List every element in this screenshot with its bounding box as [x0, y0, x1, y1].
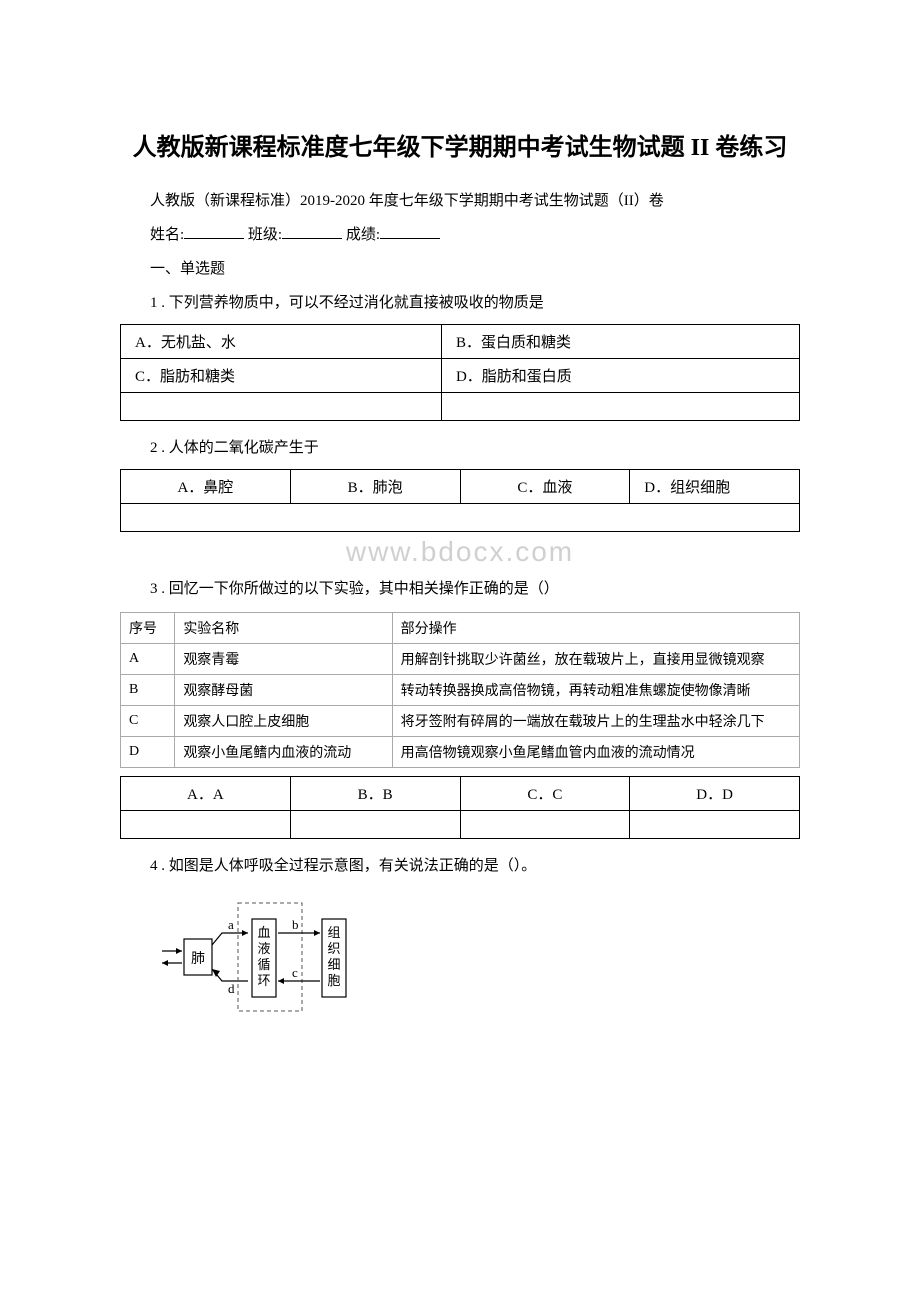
question-3-text: 3 . 回忆一下你所做过的以下实验，其中相关操作正确的是（）: [120, 574, 800, 604]
q1-option-c: C．脂肪和糖类: [121, 359, 442, 393]
question-3-experiment-table: 序号 实验名称 部分操作 A 观察青霉 用解剖针挑取少许菌丝，放在载玻片上，直接…: [120, 612, 800, 768]
svg-text:液: 液: [257, 941, 270, 956]
svg-text:血: 血: [257, 925, 270, 940]
student-info-line: 姓名: 班级: 成绩:: [120, 220, 800, 250]
diagram-label-b: b: [292, 917, 299, 932]
q3-empty-cell: [290, 811, 460, 839]
q3-row-seq: C: [121, 706, 175, 737]
name-label: 姓名:: [150, 227, 184, 243]
q3-row-name: 观察酵母菌: [175, 675, 392, 706]
score-label: 成绩:: [346, 227, 380, 243]
q3-header-seq: 序号: [121, 613, 175, 644]
question-4-text: 4 . 如图是人体呼吸全过程示意图，有关说法正确的是（）。: [120, 851, 800, 881]
q3-row-op: 用高倍物镜观察小鱼尾鳍血管内血液的流动情况: [392, 737, 799, 768]
q2-empty-cell: [121, 504, 800, 532]
q3-row-op: 将牙签附有碎屑的一端放在载玻片上的生理盐水中轻涂几下: [392, 706, 799, 737]
question-2-options: A．鼻腔 B．肺泡 C．血液 D．组织细胞: [120, 469, 800, 532]
table-row: A 观察青霉 用解剖针挑取少许菌丝，放在载玻片上，直接用显微镜观察: [121, 644, 800, 675]
svg-text:细: 细: [327, 957, 340, 972]
diagram-label-d: d: [228, 981, 235, 996]
q3-empty-cell: [121, 811, 291, 839]
class-label: 班级:: [248, 227, 282, 243]
table-row: C 观察人口腔上皮细胞 将牙签附有碎屑的一端放在载玻片上的生理盐水中轻涂几下: [121, 706, 800, 737]
q3-row-name: 观察人口腔上皮细胞: [175, 706, 392, 737]
q3-row-seq: B: [121, 675, 175, 706]
q3-header-op: 部分操作: [392, 613, 799, 644]
svg-text:组: 组: [327, 925, 340, 940]
watermark-text: www.bdocx.com: [120, 536, 800, 568]
question-3-options: A．A B．B C．C D．D: [120, 776, 800, 839]
q2-option-a: A．鼻腔: [121, 470, 291, 504]
q3-row-op: 转动转换器换成高倍物镜，再转动粗准焦螺旋使物像清晰: [392, 675, 799, 706]
diagram-label-a: a: [228, 917, 234, 932]
score-blank: [380, 224, 440, 239]
question-1-options: A．无机盐、水 B．蛋白质和糖类 C．脂肪和糖类 D．脂肪和蛋白质: [120, 324, 800, 421]
q3-option-b: B．B: [290, 777, 460, 811]
q3-empty-cell: [460, 811, 630, 839]
page-title: 人教版新课程标准度七年级下学期期中考试生物试题 II 卷练习: [120, 130, 800, 166]
svg-text:循: 循: [257, 957, 270, 972]
question-2-text: 2 . 人体的二氧化碳产生于: [120, 433, 800, 463]
table-row: D 观察小鱼尾鳍内血液的流动 用高倍物镜观察小鱼尾鳍血管内血液的流动情况: [121, 737, 800, 768]
q1-empty-cell: [121, 393, 442, 421]
svg-text:环: 环: [257, 973, 270, 988]
q2-option-b: B．肺泡: [290, 470, 460, 504]
q3-row-name: 观察青霉: [175, 644, 392, 675]
question-1-text: 1 . 下列营养物质中，可以不经过消化就直接被吸收的物质是: [120, 288, 800, 318]
q2-option-d: D．组织细胞: [630, 470, 800, 504]
table-row: B 观察酵母菌 转动转换器换成高倍物镜，再转动粗准焦螺旋使物像清晰: [121, 675, 800, 706]
q3-empty-cell: [630, 811, 800, 839]
q1-option-b: B．蛋白质和糖类: [441, 325, 799, 359]
q1-empty-cell: [441, 393, 799, 421]
diagram-label-c: c: [292, 965, 298, 980]
class-blank: [282, 224, 342, 239]
q3-row-name: 观察小鱼尾鳍内血液的流动: [175, 737, 392, 768]
q3-row-seq: A: [121, 644, 175, 675]
name-blank: [184, 224, 244, 239]
question-4-diagram: 肺 a d 血 液 循 环 b c 组 织 细 胞: [160, 891, 800, 1021]
q3-option-d: D．D: [630, 777, 800, 811]
q2-option-c: C．血液: [460, 470, 630, 504]
svg-text:胞: 胞: [327, 973, 340, 988]
q1-option-a: A．无机盐、水: [121, 325, 442, 359]
q3-option-c: C．C: [460, 777, 630, 811]
q3-row-seq: D: [121, 737, 175, 768]
q3-header-name: 实验名称: [175, 613, 392, 644]
diagram-label-lung: 肺: [191, 951, 205, 967]
q3-option-a: A．A: [121, 777, 291, 811]
q3-row-op: 用解剖针挑取少许菌丝，放在载玻片上，直接用显微镜观察: [392, 644, 799, 675]
section-heading: 一、单选题: [120, 254, 800, 284]
svg-text:织: 织: [327, 941, 340, 956]
subtitle: 人教版（新课程标准）2019-2020 年度七年级下学期期中考试生物试题（II）…: [120, 186, 800, 216]
q1-option-d: D．脂肪和蛋白质: [441, 359, 799, 393]
